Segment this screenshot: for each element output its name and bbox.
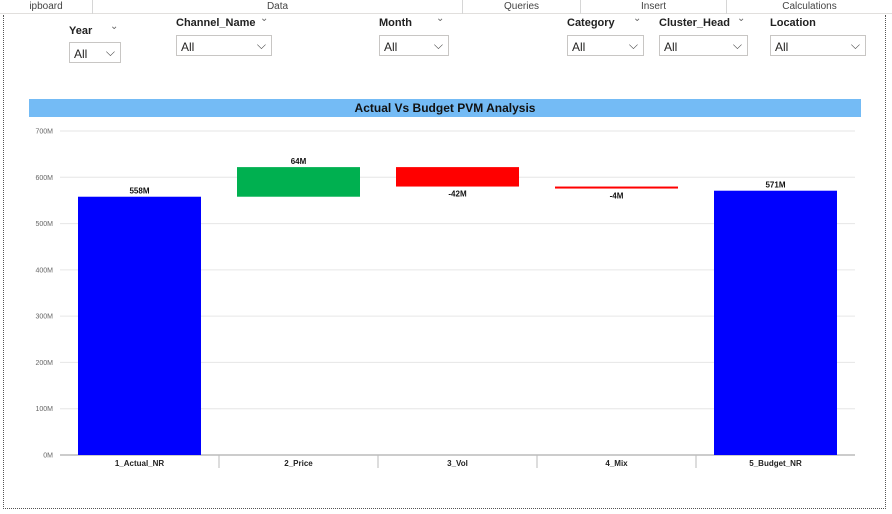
bar-3_Vol — [396, 167, 519, 187]
bar-4_Mix — [555, 186, 678, 189]
ribbon-group-clipboard: ipboard — [0, 0, 93, 14]
bar-2_Price — [237, 167, 360, 197]
ribbon-groups: ipboard Data Queries Insert Calculations — [0, 0, 892, 14]
y-tick-label: 300M — [35, 314, 53, 321]
chevron-down-icon[interactable]: ⌄ — [436, 13, 445, 24]
slicer-category-dropdown[interactable]: All ⌵ — [567, 35, 644, 56]
slicer-month-value: All — [384, 40, 398, 54]
slicer-category-label: Category — [567, 17, 615, 29]
chevron-down-icon[interactable]: ⌄ — [260, 13, 269, 24]
data-label: -4M — [610, 191, 624, 200]
slicer-year-dropdown[interactable]: All ⌵ — [69, 42, 121, 63]
slicer-channel-label: Channel_Name — [176, 17, 256, 29]
bar-5_Budget_NR — [714, 190, 837, 456]
x-tick-label: 2_Price — [284, 459, 313, 468]
slicer-cluster-label: Cluster_Head — [659, 17, 730, 29]
y-tick-label: 100M — [35, 406, 53, 413]
slicer-location-dropdown[interactable]: All ⌵ — [770, 35, 866, 56]
y-tick-label: 400M — [35, 267, 53, 274]
report-canvas — [3, 15, 886, 509]
dropdown-arrow-icon: ⌵ — [433, 38, 443, 52]
slicer-category-value: All — [572, 40, 586, 54]
chevron-down-icon[interactable]: ⌄ — [110, 21, 119, 32]
slicer-year-label: Year — [69, 25, 93, 37]
slicer-cluster-dropdown[interactable]: All ⌵ — [659, 35, 748, 56]
ribbon-group-insert: Insert — [581, 0, 727, 14]
slicer-cluster-value: All — [664, 40, 678, 54]
ribbon-group-queries: Queries — [463, 0, 581, 14]
chevron-down-icon[interactable]: ⌄ — [633, 13, 642, 24]
y-tick-label: 0M — [43, 453, 53, 460]
slicer-channel-value: All — [181, 40, 195, 54]
y-tick-label: 200M — [35, 360, 53, 367]
slicer-year-value: All — [74, 47, 88, 61]
dropdown-arrow-icon: ⌵ — [256, 38, 266, 52]
dropdown-arrow-icon: ⌵ — [628, 38, 638, 52]
slicer-channel-dropdown[interactable]: All ⌵ — [176, 35, 272, 56]
data-label: -42M — [448, 190, 467, 199]
chart-title: Actual Vs Budget PVM Analysis — [29, 99, 861, 117]
ribbon-group-calculations: Calculations — [782, 1, 837, 12]
x-tick-label: 5_Budget_NR — [749, 459, 802, 468]
slicer-location-label: Location — [770, 17, 816, 29]
x-tick-label: 3_Vol — [447, 459, 468, 468]
y-tick-label: 600M — [35, 175, 53, 182]
data-label: 558M — [129, 187, 149, 196]
dropdown-arrow-icon: ⌵ — [105, 45, 115, 59]
bar-1_Actual_NR — [78, 196, 201, 455]
y-tick-label: 500M — [35, 221, 53, 228]
data-label: 571M — [765, 181, 785, 190]
dropdown-arrow-icon: ⌵ — [732, 38, 742, 52]
y-tick-label: 700M — [35, 129, 53, 136]
x-tick-label: 4_Mix — [605, 459, 628, 468]
slicer-location-value: All — [775, 40, 789, 54]
dropdown-arrow-icon: ⌵ — [850, 38, 860, 52]
data-label: 64M — [291, 157, 307, 166]
chevron-down-icon[interactable]: ⌄ — [737, 13, 746, 24]
slicer-month-dropdown[interactable]: All ⌵ — [379, 35, 449, 56]
ribbon-group-data: Data — [93, 0, 463, 14]
x-tick-label: 1_Actual_NR — [115, 459, 165, 468]
slicer-month-label: Month — [379, 17, 412, 29]
